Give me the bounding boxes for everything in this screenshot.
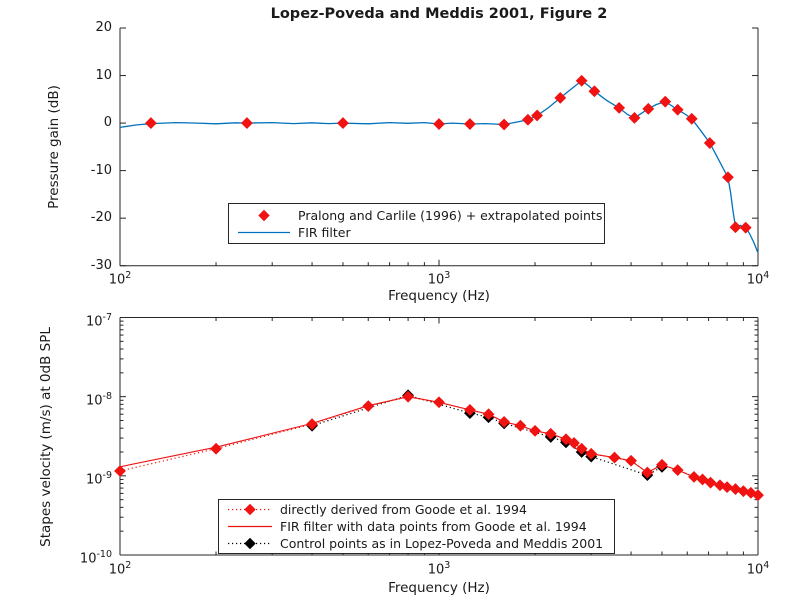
legend-red-line-icon [228,525,272,528]
legend-item-pralong-carlile: Pralong and Carlile (1996) + extrapolate… [229,207,604,224]
y-tick-label: 20 [95,20,112,35]
y-tick-label: -10 [90,162,112,178]
legend-black-dotted-diamond-icon [228,537,272,550]
bottom-plot-axes [119,317,759,556]
x-tick-label: 104 [746,560,770,578]
top-plot-axes [119,27,759,267]
legend-item-fir-goode: FIR filter with data points from Goode e… [219,518,614,535]
legend-label: Pralong and Carlile (1996) + extrapolate… [298,207,603,223]
plot-title: Lopez-Poveda and Meddis 2001, Figure 2 [270,6,608,22]
legend-marker-red-diamond-icon [258,209,270,221]
legend-label: directly derived from Goode et al. 1994 [280,502,527,517]
legend-item-goode-data: directly derived from Goode et al. 1994 [219,501,614,518]
y-tick-label: 10-9 [85,469,112,488]
y-tick-label: 0 [103,115,112,131]
x-tick-label: 102 [108,270,132,288]
top-plot-legend: Pralong and Carlile (1996) + extrapolate… [228,203,605,244]
bottom-plot-x-axis-label: Frequency (Hz) [388,580,490,596]
x-tick-label: 102 [108,560,132,578]
legend-label: FIR filter [298,224,351,240]
legend-blue-line-icon [238,231,290,233]
x-tick-label: 103 [427,270,451,288]
top-plot-series [119,74,759,254]
y-tick-label: 10 [95,67,112,83]
x-tick-label: 103 [427,560,451,578]
legend-label: FIR filter with data points from Goode e… [280,519,587,534]
series-line [119,79,759,254]
legend-label: Control points as in Lopez-Poveda and Me… [280,536,604,551]
y-tick-label: -30 [90,257,112,273]
bottom-plot-series [114,389,764,502]
top-plot-x-axis-label: Frequency (Hz) [388,288,490,304]
legend-red-dotted-diamond-icon [228,503,272,516]
bottom-plot-legend: directly derived from Goode et al. 1994 … [218,499,615,554]
y-tick-label: 10-8 [85,390,112,408]
y-tick-label: 10-10 [79,549,112,567]
x-tick-label: 104 [746,270,770,288]
legend-item-control-points: Control points as in Lopez-Poveda and Me… [219,535,614,552]
y-tick-label: 10-7 [85,311,112,329]
y-tick-label: -20 [90,210,112,226]
legend-item-fir-filter: FIR filter [229,224,604,241]
